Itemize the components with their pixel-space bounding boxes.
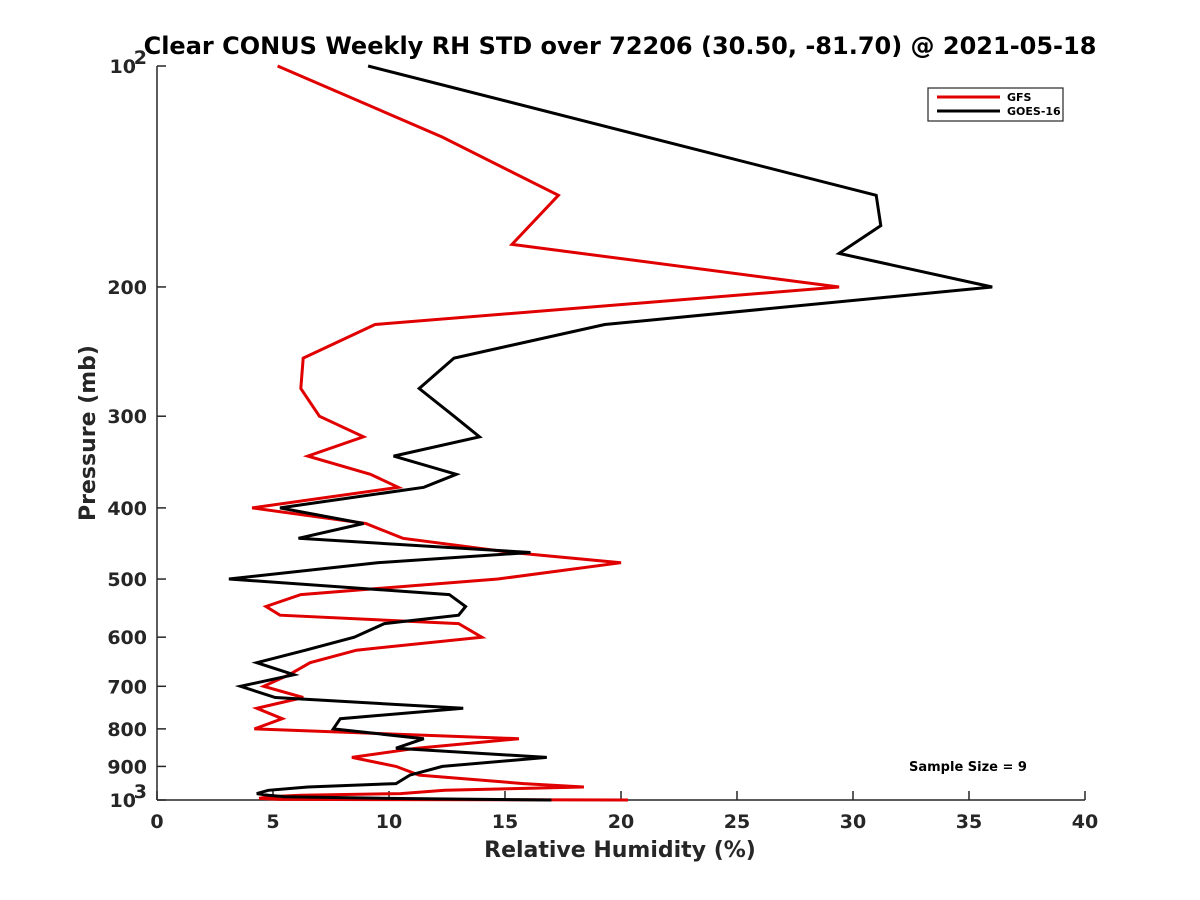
sample-size-annotation: Sample Size = 9	[909, 760, 1027, 775]
y-tick-label: 800	[107, 719, 147, 741]
chart-title: Clear CONUS Weekly RH STD over 72206 (30…	[144, 32, 1097, 60]
x-tick-label: 10	[376, 811, 402, 833]
y-tick-label: 500	[107, 569, 147, 591]
y-tick-label: 900	[107, 756, 147, 778]
y-tick-label: 200	[107, 277, 147, 299]
y-tick-label: 400	[107, 498, 147, 520]
series-line-gfs	[251, 64, 840, 802]
legend-box	[927, 87, 1064, 122]
x-tick-label: 35	[956, 811, 982, 833]
series-layer	[228, 64, 993, 802]
y-axis-label: Pressure (mb)	[76, 345, 101, 521]
y-tick-label: 10	[110, 790, 136, 812]
x-tick-label: 40	[1072, 811, 1098, 833]
series-line-goes-16	[228, 64, 993, 802]
y-tick-label: 10	[110, 56, 136, 78]
y-tick-label: 300	[107, 406, 147, 428]
y-tick-exponent: 3	[134, 781, 147, 803]
x-tick-label: 0	[150, 811, 163, 833]
x-tick-label: 20	[608, 811, 634, 833]
x-axis-label: Relative Humidity (%)	[484, 838, 756, 863]
y-tick-exponent: 2	[134, 47, 147, 69]
x-tick-label: 15	[492, 811, 518, 833]
y-tick-label: 700	[107, 676, 147, 698]
legend-label: GFS	[1007, 91, 1032, 104]
x-tick-label: 25	[724, 811, 750, 833]
x-tick-label: 30	[840, 811, 866, 833]
legend-label: GOES-16	[1007, 105, 1061, 118]
x-tick-label: 5	[266, 811, 279, 833]
y-tick-label: 600	[107, 627, 147, 649]
